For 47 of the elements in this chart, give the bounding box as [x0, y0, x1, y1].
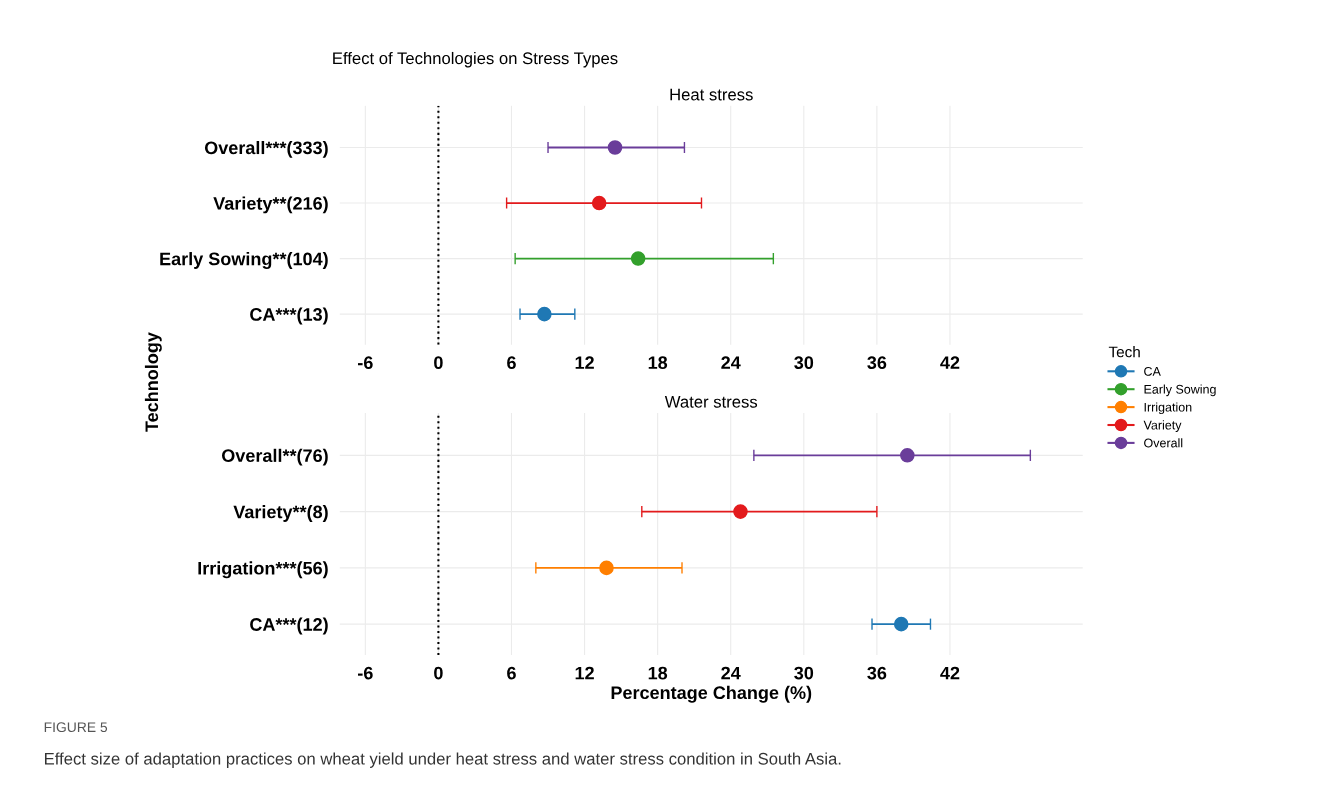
y-axis-title: Technology: [144, 332, 162, 432]
x-tick-label: 18: [648, 356, 668, 370]
x-tick-label: 24: [721, 356, 741, 369]
x-tick-label: -6: [358, 356, 373, 370]
point: [599, 560, 614, 576]
point: [591, 195, 607, 211]
y-tick-label: Variety**(216): [213, 196, 328, 214]
legend-label: Irrigation: [1144, 402, 1192, 415]
y-tick-label: Overall***(333): [204, 140, 328, 158]
x-tick-label: 42: [940, 666, 960, 680]
legend-title: Tech: [1108, 346, 1140, 358]
y-tick-label: Overall**(76): [222, 448, 328, 466]
legend-label: CA: [1144, 366, 1161, 376]
x-tick-label: 0: [434, 356, 443, 370]
x-tick-label: 30: [794, 666, 814, 680]
x-tick-label: 36: [867, 666, 887, 680]
legend-label: Variety: [1143, 420, 1182, 432]
x-tick-label: 6: [507, 356, 516, 370]
point: [893, 616, 909, 632]
y-tick-label: Irrigation***(56): [198, 561, 328, 579]
text: Effect size of adaptation practices on wheat yield under heat stress and water stress condition in South Asia.: [44, 752, 841, 768]
x-tick-label: 36: [867, 356, 887, 370]
legend-label: Overall: [1144, 438, 1183, 448]
chart-subtitle: Heat stress: [670, 88, 753, 101]
x-tick-label: -6: [358, 666, 373, 680]
legend-label: Early Sowing: [1144, 384, 1216, 397]
chart-title: Effect of Technologies on Stress Types: [333, 51, 618, 68]
y-tick-label: CA***(13): [250, 307, 328, 325]
x-tick-label: 6: [507, 666, 516, 680]
x-tick-label: 12: [575, 356, 594, 369]
x-tick-label: 24: [721, 666, 741, 680]
x-tick-label: 18: [648, 666, 668, 680]
caption: FIGURE 5: [44, 722, 108, 733]
y-tick-label: Variety**(8): [233, 505, 328, 522]
chart-subtitle: Water stress: [664, 396, 758, 408]
point: [900, 448, 915, 463]
y-tick-label: Early Sowing**(104): [160, 252, 328, 269]
x-axis-title: Percentage Change (%): [611, 685, 812, 703]
point: [537, 306, 552, 322]
x-tick-label: 0: [434, 666, 443, 680]
point: [733, 504, 748, 519]
x-tick-label: 30: [794, 356, 814, 370]
point: [607, 140, 623, 155]
point: [630, 251, 646, 266]
x-tick-label: 42: [940, 356, 960, 369]
x-tick-label: 12: [575, 666, 594, 680]
y-tick-label: CA***(12): [250, 617, 328, 635]
